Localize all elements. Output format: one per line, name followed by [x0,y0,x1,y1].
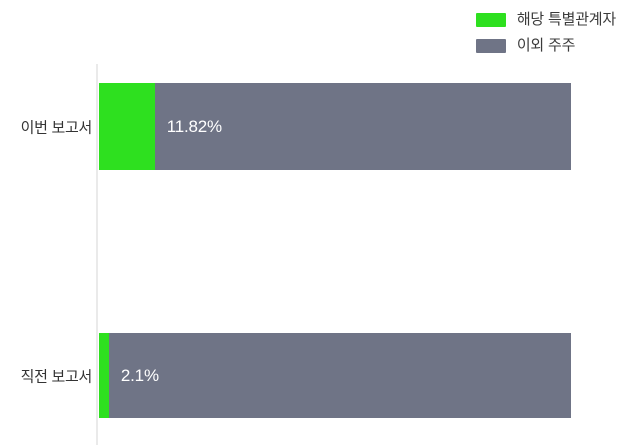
legend-label-special-related-party: 해당 특별관계자 [516,11,616,28]
legend-swatch-green-icon [475,13,506,27]
bar-value-label-current-report: 11.82% [166,116,222,136]
legend-item-other-shareholders[interactable]: 이외 주주 [475,36,576,56]
bar-value-label-previous-report: 2.1% [120,365,159,385]
stacked-bar-previous-report: 2.1% [99,333,571,418]
bar-segment-special-related-party-current[interactable] [99,83,155,170]
bar-segment-other-shareholders-current[interactable]: 11.82% [154,83,571,170]
category-label-current-report: 이번 보고서 [20,119,93,137]
legend-swatch-gray-icon [475,39,506,53]
bar-segment-other-shareholders-previous[interactable]: 2.1% [108,333,571,418]
legend-label-other-shareholders: 이외 주주 [516,37,576,54]
bar-row-previous-report: 직전 보고서 2.1% [0,333,628,418]
chart-legend: 해당 특별관계자 이외 주주 [475,10,616,56]
category-label-previous-report: 직전 보고서 [20,368,93,386]
bar-segment-special-related-party-previous[interactable] [99,333,109,418]
stacked-bar-current-report: 11.82% [99,83,571,170]
y-axis-line [96,64,98,445]
legend-item-special-related-party[interactable]: 해당 특별관계자 [475,10,616,30]
bar-row-current-report: 이번 보고서 11.82% [0,83,628,170]
